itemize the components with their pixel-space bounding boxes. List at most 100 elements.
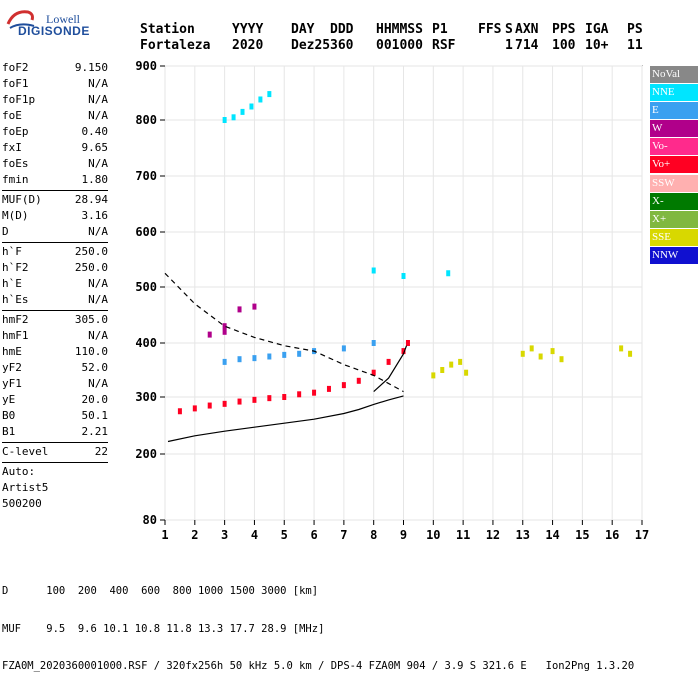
param-name: h`F2 [2, 261, 29, 274]
data-point [231, 114, 236, 121]
param-row: MUF(D) 28.94 [2, 192, 108, 208]
footer-file-info: FZA0M_2020360001000.RSF / 320fx256h 50 k… [2, 660, 635, 672]
param-value: 3.16 [81, 209, 109, 222]
data-point [282, 351, 287, 358]
data-point [177, 408, 182, 415]
param-row: B0 50.1 [2, 408, 108, 424]
y-tick-label: 80 [143, 513, 157, 527]
param-row: M(D) 3.16 [2, 208, 108, 224]
x-tick-label: 16 [605, 528, 619, 542]
y-tick-label: 500 [135, 280, 157, 294]
param-name: yE [2, 393, 16, 406]
param-row: foF1 N/A [2, 76, 108, 92]
data-point [222, 400, 227, 407]
x-tick-label: 17 [635, 528, 649, 542]
y-tick-label: 300 [135, 390, 157, 404]
y-tick-label: 700 [135, 169, 157, 183]
param-row: foEs N/A [2, 156, 108, 172]
data-point [446, 270, 451, 277]
footer: D 100 200 400 600 800 1000 1500 3000 [km… [2, 560, 634, 685]
header-value-5: RSF [432, 38, 456, 53]
param-separator [2, 190, 108, 191]
data-point [237, 306, 242, 313]
param-row: B1 2.21 [2, 424, 108, 440]
data-point [252, 355, 257, 362]
header-label-9: PPS [552, 22, 576, 37]
x-tick-label: 13 [516, 528, 530, 542]
data-point [297, 350, 302, 357]
profile-line [164, 272, 404, 393]
param-value: N/A [88, 109, 108, 122]
legend: NoVal NNE E W Vo- Vo+ SSW X- X+ SSE NNW [650, 66, 698, 265]
header-value-10: 10+ [585, 38, 609, 53]
param-row: hmF2 305.0 [2, 312, 108, 328]
param-value: 2.21 [81, 425, 109, 438]
data-point [192, 405, 197, 412]
param-name: yF2 [2, 361, 22, 374]
x-tick-label: 12 [486, 528, 500, 542]
parameter-panel: foF2 9.150 foF1 N/A foF1p N/A foE N/A foEp 0.40 fx… [2, 60, 108, 512]
x-tick-label: 1 [161, 528, 168, 542]
header-value-8: 714 [515, 38, 539, 53]
param-value: 250.0 [74, 261, 108, 274]
footer-distance-row: D 100 200 400 600 800 1000 1500 3000 [km… [2, 585, 319, 597]
x-tick-label: 15 [575, 528, 589, 542]
param-value: 0.40 [81, 125, 109, 138]
param-name: MUF(D) [2, 193, 42, 206]
param-row: D N/A [2, 224, 108, 240]
param-text: Artist5 [2, 481, 49, 494]
station-header: Station YYYY DAY DDD HHMMSS P1 FFS S AXN PPS IGA PS… [140, 22, 661, 54]
data-point [401, 273, 406, 279]
data-point [401, 348, 406, 355]
param-value: N/A [88, 293, 108, 306]
legend-item: SSW [650, 174, 698, 192]
header-label-6: FFS [478, 22, 502, 37]
param-separator [2, 442, 108, 443]
param-value: 250.0 [74, 245, 108, 258]
param-row: hmF1 N/A [2, 328, 108, 344]
data-point [267, 395, 272, 402]
header-label-2: DAY [291, 22, 315, 37]
y-tick-label: 200 [135, 447, 157, 461]
data-point [237, 356, 242, 363]
param-row: foEp 0.40 [2, 124, 108, 140]
param-name: fmin [2, 173, 29, 186]
param-row: h`Es N/A [2, 292, 108, 308]
legend-item: NNW [650, 246, 698, 264]
data-point [258, 96, 263, 103]
data-point [520, 350, 525, 357]
param-row: foE N/A [2, 108, 108, 124]
header-label-11: PS [627, 22, 643, 37]
data-point [222, 358, 227, 365]
param-value: N/A [88, 77, 108, 90]
param-name: foEp [2, 125, 29, 138]
header-label-7: S [505, 22, 513, 37]
logo-line2: DIGISONDE [18, 24, 90, 38]
legend-item: SSE [650, 228, 698, 246]
header-value-11: 11 [627, 38, 643, 53]
param-separator [2, 462, 108, 463]
header-label-4: HHMMSS [376, 22, 423, 37]
data-point [326, 385, 331, 392]
param-name: foF2 [2, 61, 29, 74]
lowell-logo: Lowell DIGISONDE [6, 6, 89, 42]
data-point [207, 331, 212, 338]
param-separator [2, 310, 108, 311]
x-tick-label: 8 [370, 528, 377, 542]
data-point [356, 377, 361, 384]
param-name: hmE [2, 345, 22, 358]
param-value: 28.94 [74, 193, 108, 206]
param-name: h`E [2, 277, 22, 290]
x-tick-label: 2 [191, 528, 198, 542]
param-value: 52.0 [81, 361, 109, 374]
data-point [431, 372, 436, 379]
data-point [249, 103, 254, 110]
x-tick-label: 9 [400, 528, 407, 542]
param-value: N/A [88, 225, 108, 238]
data-point [252, 303, 257, 310]
param-name: foE [2, 109, 22, 122]
x-tick-label: 4 [251, 528, 258, 542]
data-point [386, 358, 391, 365]
legend-item: W [650, 120, 698, 138]
data-point [222, 117, 227, 123]
